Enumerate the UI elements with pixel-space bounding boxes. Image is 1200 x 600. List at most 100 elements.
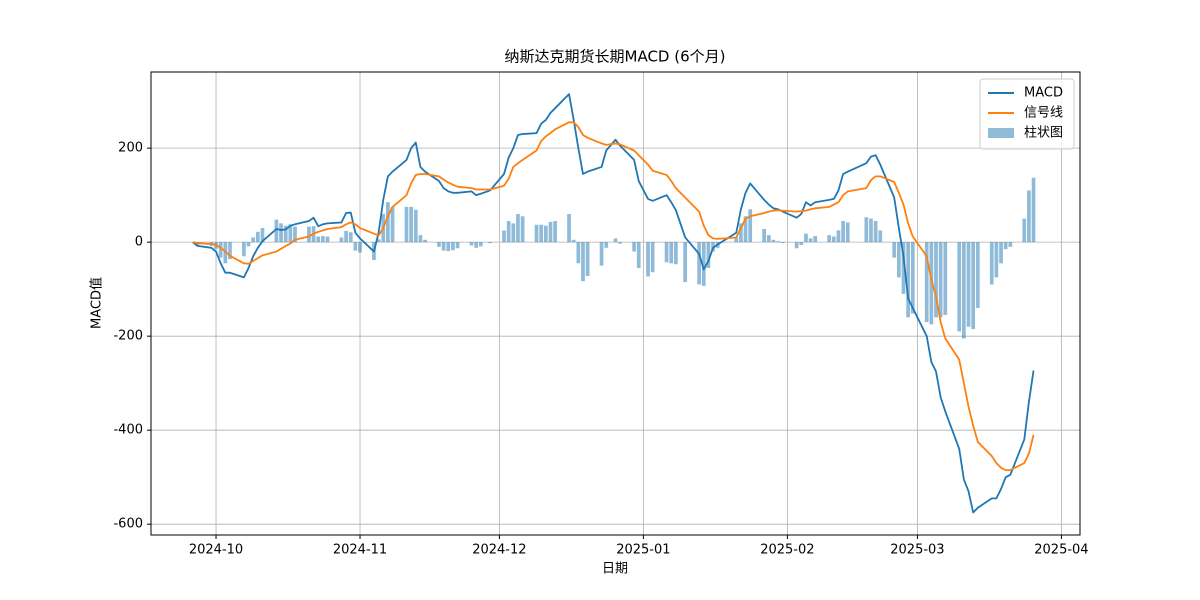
histogram-bar — [455, 242, 460, 249]
histogram-bar — [251, 237, 256, 243]
histogram-bar — [697, 242, 701, 285]
y-tick-label: -200 — [113, 329, 143, 344]
line — [192, 121, 1035, 472]
x-axis-label: 日期 — [602, 562, 628, 577]
histogram-bar — [585, 242, 590, 277]
histogram-bar — [506, 221, 511, 243]
histogram-bar — [358, 242, 362, 253]
histogram-bar — [799, 242, 804, 245]
histogram-bar — [813, 236, 818, 243]
histogram-bar — [962, 242, 966, 339]
y-axis-label: MACD值 — [89, 277, 105, 329]
y-tick-label: -400 — [113, 423, 143, 438]
plot-frame — [150, 71, 1081, 536]
histogram-bar — [1027, 190, 1031, 243]
histogram-bar — [934, 242, 938, 318]
histogram-bar — [804, 233, 808, 243]
histogram-bar — [581, 242, 585, 282]
histogram-bar — [409, 206, 413, 243]
y-tick-label: -600 — [113, 517, 143, 532]
histogram-bar — [576, 242, 581, 264]
histogram-bar — [520, 216, 525, 243]
legend-label: 柱状图 — [1024, 126, 1063, 141]
histogram-bar — [1031, 177, 1036, 243]
histogram-bar — [1008, 242, 1013, 247]
histogram-bar — [316, 236, 321, 243]
histogram-bar — [307, 226, 311, 243]
histogram-bar — [780, 242, 785, 244]
y-tick-label: 200 — [118, 141, 143, 156]
histogram-bar — [413, 209, 418, 243]
histogram-bar — [348, 232, 353, 243]
x-tick-label: 2024-11 — [333, 543, 387, 558]
x-tick-label: 2025-01 — [616, 543, 670, 558]
histogram-bar — [924, 242, 929, 323]
histogram-bar — [502, 230, 506, 243]
histogram-bar — [776, 241, 780, 243]
histogram-bar — [353, 242, 358, 251]
histogram-bar — [423, 239, 427, 243]
histogram-bar — [390, 206, 395, 243]
histogram-bar — [437, 242, 441, 247]
histogram-bar — [478, 242, 483, 247]
histogram-bar — [543, 225, 548, 243]
chart-title: 纳斯达克期货长期MACD (6个月) — [505, 48, 726, 66]
histogram-bar — [604, 242, 609, 248]
histogram-bar — [599, 242, 604, 266]
histogram-bar — [743, 216, 748, 243]
histogram-bar — [748, 209, 753, 243]
histogram-bar — [321, 236, 325, 243]
histogram-bar — [246, 242, 251, 247]
histogram-bar — [325, 236, 330, 243]
histogram-bar — [441, 242, 446, 251]
histogram-bar — [966, 242, 971, 327]
histogram-bar — [762, 228, 766, 243]
histogram-bar — [906, 242, 910, 318]
histogram-bar — [1022, 218, 1027, 243]
histogram-bar — [975, 242, 980, 308]
histogram-bar — [650, 242, 655, 273]
histogram-bar — [469, 242, 474, 246]
histogram-bar — [242, 242, 246, 257]
histogram-bar — [957, 242, 962, 332]
histogram-bar — [701, 242, 706, 286]
histogram-bar — [771, 239, 776, 243]
histogram-bar — [613, 238, 618, 243]
histogram-bar — [831, 236, 836, 243]
histogram-bar — [288, 224, 293, 243]
legend-label: MACD — [1024, 86, 1063, 101]
histogram-bar — [674, 242, 678, 265]
histogram-bar — [878, 230, 883, 243]
histogram-bar — [636, 242, 641, 269]
histogram-bar — [274, 219, 279, 243]
y-tick-label: 0 — [135, 235, 143, 250]
histogram-bar — [943, 242, 948, 316]
x-tick-label: 2025-02 — [760, 543, 814, 558]
histogram-bar — [228, 242, 232, 260]
histogram-bar — [632, 242, 636, 252]
line — [192, 93, 1035, 514]
histogram-bar — [994, 242, 999, 278]
x-tick-label: 2025-03 — [890, 543, 944, 558]
histogram-bar — [511, 223, 516, 243]
histogram-bar — [734, 237, 739, 243]
histogram-bar — [446, 242, 451, 252]
histogram-bar — [869, 218, 873, 243]
histogram-bar — [474, 242, 479, 248]
histogram-bar — [534, 224, 539, 243]
histogram-bar — [488, 242, 492, 244]
histogram-bar — [260, 228, 265, 243]
histogram-bar — [766, 235, 771, 243]
histogram-bar — [548, 221, 553, 243]
histogram-bar — [567, 213, 571, 243]
histogram-bar — [938, 242, 943, 318]
histogram-bar — [739, 223, 743, 243]
legend-label: 信号线 — [1024, 106, 1063, 121]
histogram-bar — [218, 242, 223, 258]
histogram-bar — [539, 224, 544, 243]
histogram-bar — [808, 238, 813, 243]
histogram-bar — [279, 223, 283, 243]
histogram-bar — [841, 221, 845, 243]
histogram-bar — [646, 242, 650, 277]
histogram-bar — [571, 239, 576, 243]
